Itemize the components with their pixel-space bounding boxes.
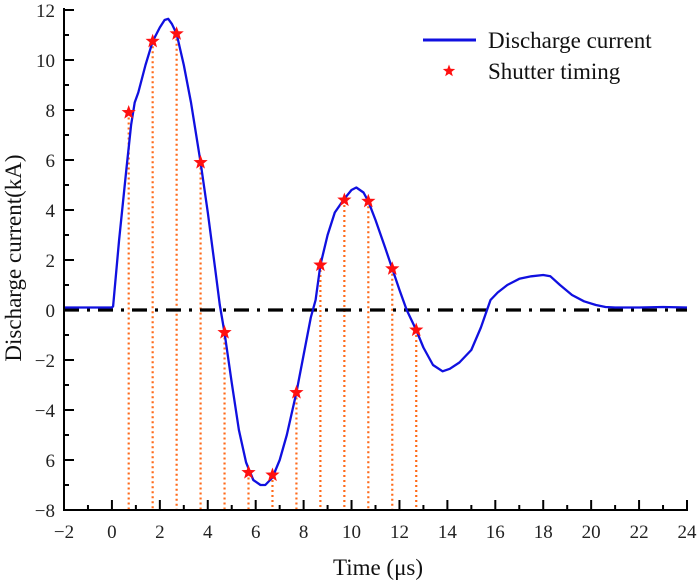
x-tick-label: 4 [203,522,213,543]
shutter-timing-star [169,26,184,40]
x-tick-label: 22 [630,522,649,543]
y-tick-label: −2 [35,351,55,372]
x-tick-label: 16 [486,522,505,543]
x-tick-label: 0 [107,522,117,543]
shutter-timing-star [121,105,136,119]
discharge-current-line [64,17,688,487]
x-tick-label: 2 [155,522,165,543]
x-tick-label: 6 [251,522,261,543]
x-tick-label: −2 [54,522,74,543]
x-tick-label: 10 [342,522,361,543]
x-tick-label: 14 [438,522,458,543]
shutter-timing-star [313,257,328,272]
discharge-current-curve-group [64,17,688,487]
legend-label-discharge-current: Discharge current [488,28,652,53]
x-axis-title: Time (μs) [333,555,423,580]
x-tick-label: 20 [582,522,601,543]
y-tick-label: 6 [46,451,56,472]
y-tick-label: −4 [35,401,56,422]
y-tick-label: 6 [46,151,56,172]
y-ticks: −8 6 −4 −2 0 2 4 6 8 10 12 [35,1,74,522]
y-axis-title: Discharge current(kA) [1,154,26,361]
shutter-timing-star [145,33,160,48]
y-tick-label: 2 [46,251,56,272]
legend: Discharge current Shutter timing [423,28,652,84]
shutter-timing-star [361,193,376,208]
shutter-timing-star [217,325,232,339]
shutter-timing-star [241,465,256,479]
shutter-timing-star [265,467,280,482]
legend-star-swatch [442,64,456,77]
x-tick-label: 18 [534,522,553,543]
shutter-timing-star [337,192,352,207]
y-tick-label: 10 [36,51,55,72]
y-tick-label: 4 [46,201,56,222]
shutter-timing-star [385,261,400,275]
y-tick-label: −8 [35,501,55,522]
shutter-timing-star [289,385,304,399]
x-ticks: −2 0 2 4 6 8 10 12 14 16 18 20 22 24 [54,500,697,543]
drop-lines [127,33,418,510]
x-tick-label: 24 [678,522,698,543]
y-tick-label: 12 [36,1,55,22]
legend-label-shutter-timing: Shutter timing [488,59,621,84]
shutter-timing-star [193,155,208,169]
y-tick-label: 0 [46,301,56,322]
shutter-timing-star [409,322,424,337]
x-tick-label: 12 [390,522,409,543]
x-tick-label: 8 [299,522,309,543]
y-tick-label: 8 [46,101,56,122]
legend-star-icon [442,64,456,77]
shutter-timing-markers [121,26,424,482]
